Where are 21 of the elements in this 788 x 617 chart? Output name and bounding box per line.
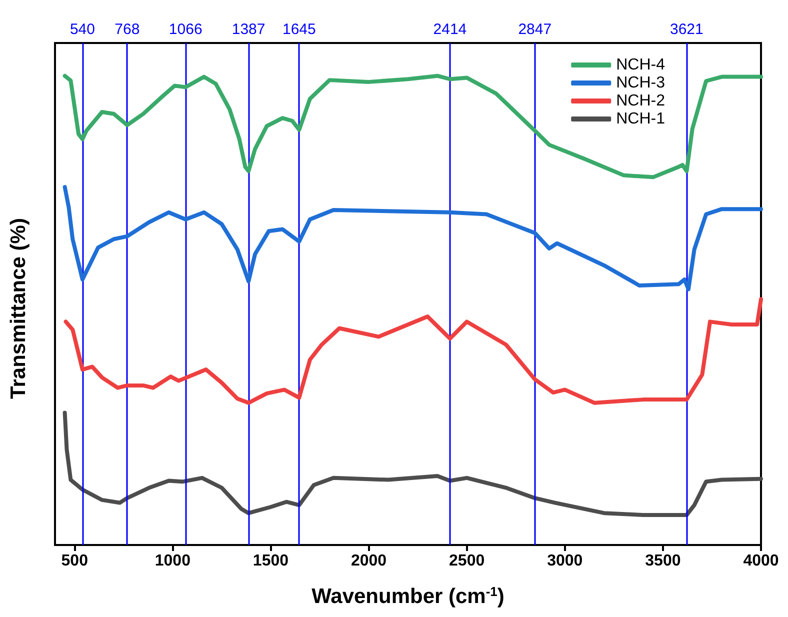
x-tick-label: 500 bbox=[61, 552, 88, 570]
legend-label: NCH-4 bbox=[616, 56, 666, 74]
x-tick-label: 1500 bbox=[252, 552, 289, 570]
x-tick-label: 1000 bbox=[154, 552, 191, 570]
ref-line-label: 2414 bbox=[433, 21, 467, 38]
ref-line-label: 2847 bbox=[518, 21, 552, 38]
legend-label: NCH-1 bbox=[616, 110, 666, 128]
ref-line-label: 768 bbox=[114, 21, 140, 38]
x-tick-label: 3000 bbox=[547, 552, 583, 570]
ref-line-label: 1387 bbox=[232, 21, 266, 38]
x-tick-label: 4000 bbox=[743, 552, 779, 570]
ref-line-label: 540 bbox=[70, 21, 95, 38]
legend-label: NCH-3 bbox=[616, 74, 666, 92]
ref-line-label: 1645 bbox=[282, 21, 316, 38]
x-tick-label: 3500 bbox=[645, 552, 681, 570]
ref-line-label: 3621 bbox=[670, 21, 704, 38]
x-tick-label: 2500 bbox=[449, 552, 485, 570]
x-tick-label: 2000 bbox=[350, 552, 387, 570]
y-axis-title: Transmittance (%) bbox=[7, 218, 30, 399]
ref-line-label: 1066 bbox=[168, 21, 202, 38]
legend-label: NCH-2 bbox=[616, 92, 666, 110]
